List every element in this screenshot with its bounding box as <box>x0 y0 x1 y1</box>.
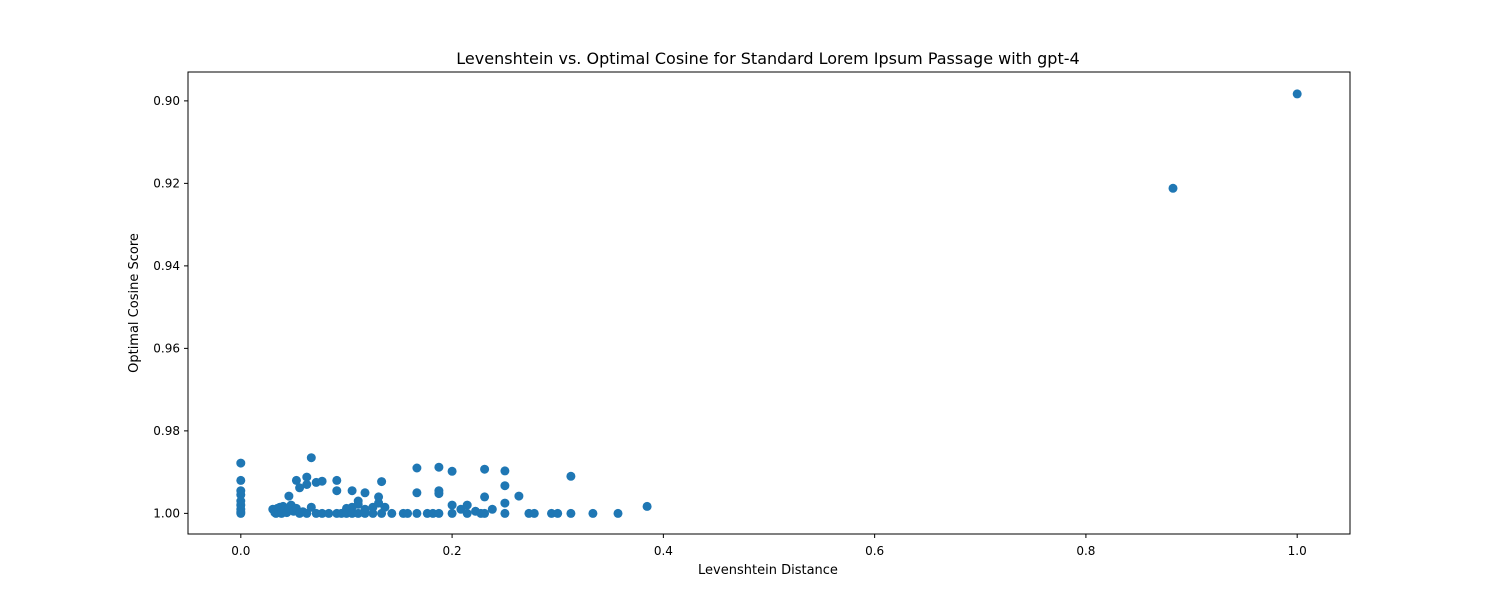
data-point <box>317 508 327 518</box>
data-point <box>353 499 363 509</box>
data-point <box>377 477 387 487</box>
data-point <box>360 508 370 518</box>
data-point <box>412 508 422 518</box>
data-point <box>284 491 294 501</box>
data-point <box>566 471 576 481</box>
y-axis: 0.90 0.92 0.94 0.96 0.98 1.00 <box>153 94 188 520</box>
data-point <box>403 508 413 518</box>
data-point <box>302 508 312 518</box>
data-point <box>447 466 457 476</box>
data-point <box>332 486 342 496</box>
data-point <box>368 508 378 518</box>
x-tick-label: 0.6 <box>865 544 884 558</box>
x-axis: 0.0 0.2 0.4 0.6 0.8 1.0 <box>231 534 1307 558</box>
data-point <box>302 480 312 489</box>
x-axis-label: Levenshtein Distance <box>698 563 838 578</box>
data-point <box>353 508 363 518</box>
data-point <box>236 475 246 485</box>
data-point <box>412 488 422 498</box>
data-point <box>500 498 510 508</box>
y-tick-label: 1.00 <box>153 506 180 520</box>
data-point <box>236 508 246 518</box>
data-point <box>377 508 387 518</box>
plot-frame <box>187 71 1351 535</box>
data-point <box>412 463 422 473</box>
data-point <box>1292 89 1302 99</box>
data-point <box>387 508 397 518</box>
data-point <box>500 508 510 518</box>
data-point <box>480 508 490 518</box>
data-point <box>500 481 510 491</box>
data-point <box>434 462 444 472</box>
data-point <box>642 501 652 511</box>
data-point <box>462 500 472 510</box>
data-point <box>553 508 563 518</box>
y-tick-label: 0.94 <box>153 259 180 273</box>
scatter-points <box>236 89 1302 518</box>
data-point <box>547 508 556 518</box>
data-point <box>317 476 327 486</box>
data-point <box>374 492 384 502</box>
y-tick-label: 0.92 <box>153 176 180 190</box>
data-point <box>447 508 457 518</box>
data-point <box>613 508 623 518</box>
data-point <box>480 464 490 474</box>
data-point <box>514 491 524 501</box>
data-point <box>462 508 472 518</box>
chart-title: Levenshtein vs. Optimal Cosine for Stand… <box>456 49 1079 68</box>
x-tick-label: 0.8 <box>1076 544 1095 558</box>
data-point <box>236 458 246 468</box>
data-point <box>529 508 539 518</box>
data-point <box>347 486 357 496</box>
y-tick-label: 0.96 <box>153 341 180 355</box>
data-point <box>291 475 301 485</box>
data-point <box>487 504 497 514</box>
data-point <box>566 508 576 518</box>
data-point <box>447 500 457 510</box>
data-point <box>236 490 246 500</box>
data-point <box>360 488 370 498</box>
x-tick-label: 0.0 <box>231 544 250 558</box>
x-tick-label: 1.0 <box>1288 544 1307 558</box>
data-point <box>434 508 444 518</box>
data-point <box>434 489 444 499</box>
data-point <box>480 492 490 502</box>
x-tick-label: 0.4 <box>654 544 673 558</box>
y-tick-label: 0.98 <box>153 424 180 438</box>
data-point <box>302 472 312 482</box>
y-axis-label: Optimal Cosine Score <box>127 233 142 373</box>
data-point <box>306 502 316 512</box>
data-point <box>295 483 305 493</box>
data-point <box>500 466 510 476</box>
data-point <box>588 508 598 518</box>
x-tick-label: 0.2 <box>443 544 462 558</box>
data-point <box>324 508 334 518</box>
data-point <box>306 453 316 463</box>
data-point <box>332 475 342 485</box>
y-tick-label: 0.90 <box>153 94 180 108</box>
data-point <box>1168 183 1178 193</box>
